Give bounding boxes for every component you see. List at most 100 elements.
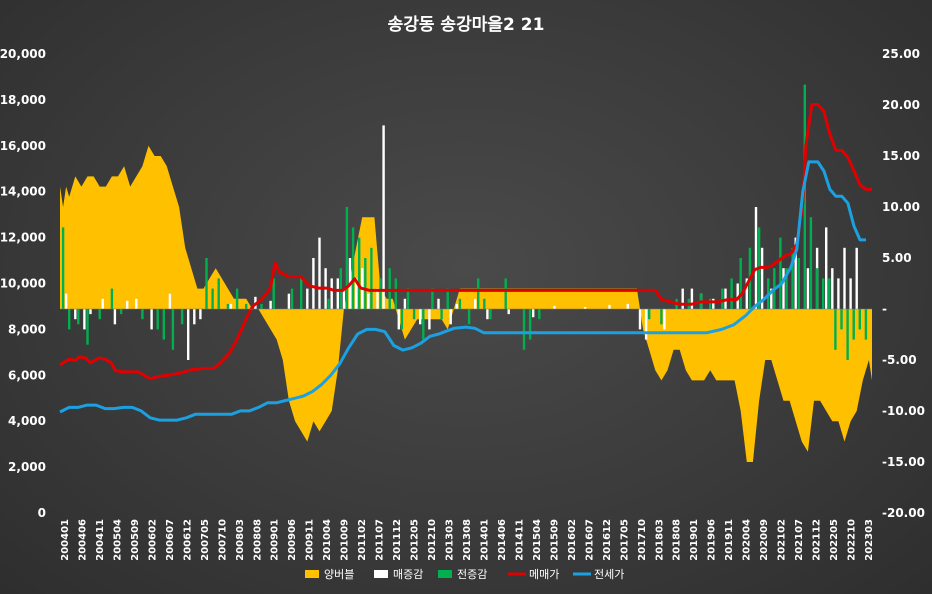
x-tick-label: 201901: [689, 519, 700, 561]
sale-change-bar: [782, 268, 785, 309]
jeonse-change-bar: [339, 268, 342, 309]
jeonse-change-bar: [260, 303, 263, 309]
sale-price-line: [59, 103, 872, 381]
jeonse-change-bar: [379, 278, 382, 309]
sale-change-bar: [113, 309, 117, 325]
y-left-tick-label: 2,000: [8, 460, 46, 474]
jeonse-change-bar: [822, 278, 825, 309]
x-tick-label: 200710: [217, 519, 228, 561]
sale-change-bar: [318, 237, 321, 309]
sale-change-bar: [312, 258, 315, 309]
x-tick-label: 201911: [724, 519, 735, 561]
jeonse-change-bar: [272, 278, 275, 309]
jeonse-change-bar: [370, 247, 373, 309]
y-left-tick-label: 12,000: [0, 231, 46, 245]
jeonse-change-bar: [119, 309, 123, 315]
x-tick-label: 201607: [584, 519, 595, 561]
legend-swatch: [374, 570, 388, 578]
x-tick-label: 201710: [637, 519, 648, 561]
y-left-tick-label: 20,000: [0, 47, 46, 61]
x-tick-label: 200906: [287, 519, 298, 561]
y-right-tick-label: 20.00: [882, 98, 920, 112]
x-tick-label: 200406: [77, 519, 88, 561]
sale-change-bar: [376, 288, 379, 309]
y-right-tick-label: 5.00: [882, 251, 912, 265]
jeonse-change-bar: [245, 303, 248, 309]
sale-change-bar: [831, 268, 834, 309]
jeonse-change-bar: [141, 309, 144, 320]
jeonse-price-line: [59, 160, 866, 422]
jeonse-change-bar: [730, 278, 733, 309]
jeonse-change-bar: [345, 207, 349, 309]
sale-change-bar: [843, 247, 846, 309]
sale-change-bar: [507, 309, 510, 315]
sale-change-bar: [681, 288, 684, 309]
x-tick-label: 202112: [812, 519, 823, 561]
sale-change-bar: [626, 303, 629, 309]
jeonse-change-bar: [406, 288, 410, 309]
x-tick-label: 201509: [549, 519, 560, 561]
x-tick-label: 201612: [602, 519, 613, 561]
sale-change-bar: [455, 303, 458, 309]
x-tick-label: 201112: [392, 519, 403, 561]
jeonse-change-bar: [739, 258, 742, 309]
jeonse-change-bar: [852, 309, 855, 340]
axis-layer: 0 2,000 4,000 6,000 8,000 10,000 12,000 14,000 1…: [0, 47, 925, 561]
sale-change-bar: [608, 304, 611, 309]
sale-change-bar: [712, 298, 715, 309]
sale-change-bar: [187, 309, 190, 360]
sale-change-bar: [486, 309, 489, 320]
x-tick-label: 200504: [112, 519, 123, 561]
jeonse-change-bar: [388, 268, 391, 309]
jeonse-change-bar: [422, 309, 425, 340]
jeonse-change-bar: [779, 237, 782, 309]
jeonse-change-bar: [809, 217, 813, 309]
y-left-tick-label: 0: [38, 506, 46, 520]
jeonse-change-bar: [156, 309, 159, 330]
x-tick-label: 201308: [462, 519, 473, 561]
sale-change-bar: [64, 293, 68, 309]
sale-change-bar: [168, 293, 172, 309]
jeonse-change-bar: [834, 309, 837, 350]
sale-change-bar: [855, 247, 858, 309]
sale-change-bar: [770, 288, 773, 309]
x-tick-label: 200509: [130, 519, 141, 561]
sale-change-bar: [336, 278, 339, 309]
y-right-tick-label: -15.00: [882, 455, 925, 469]
jeonse-change-bar: [489, 309, 492, 320]
sale-change-bar: [644, 309, 648, 340]
y-right-tick-label: -: [882, 302, 887, 316]
sale-change-bar: [745, 278, 748, 309]
jeonse-change-bar: [211, 288, 214, 309]
x-tick-label: 200612: [182, 519, 193, 561]
x-tick-label: 200803: [235, 519, 246, 561]
jeonse-change-bar: [300, 278, 303, 309]
x-tick-label: 201004: [322, 519, 333, 561]
x-tick-label: 201906: [707, 519, 718, 561]
gap-area-layer: [60, 145, 872, 463]
x-tick-label: 200401: [60, 519, 71, 561]
x-tick-label: 201803: [654, 519, 665, 561]
sale-change-bar: [532, 309, 535, 318]
x-tick-label: 201102: [357, 519, 368, 561]
jeonse-change-bar: [458, 298, 462, 309]
jeonse-change-bar: [77, 309, 80, 325]
sale-change-bar: [806, 268, 810, 309]
x-tick-label: 201205: [410, 519, 421, 561]
jeonse-change-bar: [522, 309, 526, 350]
legend-label: 전증감: [457, 568, 487, 581]
jeonse-change-bar: [290, 288, 294, 309]
sale-change-bar: [794, 237, 797, 309]
sale-change-bar: [89, 309, 92, 315]
legend-swatch: [438, 570, 452, 578]
legend-label: 양버블: [324, 568, 354, 581]
sale-change-bar: [382, 125, 385, 310]
y-left-tick-label: 8,000: [8, 322, 46, 336]
x-tick-label: 201406: [497, 519, 508, 561]
jeonse-change-bar: [483, 298, 486, 309]
y-right-tick-label: -10.00: [882, 404, 925, 418]
x-tick-label: 201411: [514, 519, 525, 561]
sale-change-bar: [825, 227, 828, 309]
sale-change-bar: [199, 309, 202, 320]
